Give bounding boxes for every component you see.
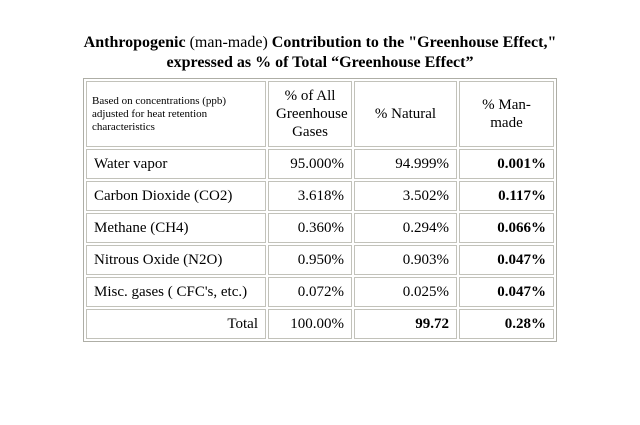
pct-manmade-cell: 0.001% [459,149,554,179]
gas-name-cell: Water vapor [86,149,266,179]
title-segment-regular: (man-made) [189,34,268,51]
pct-natural-cell: 0.294% [354,213,457,243]
table-header-row: Based on concentrations (ppb) adjusted f… [86,81,554,147]
pct-all-cell: 3.618% [268,181,352,211]
pct-manmade-cell: 0.047% [459,245,554,275]
total-pct-natural-cell: 99.72 [354,309,457,339]
gas-name-cell: Carbon Dioxide (CO2) [86,181,266,211]
total-pct-all-cell: 100.00% [268,309,352,339]
table-row-methane: Methane (CH4) 0.360% 0.294% 0.066% [86,213,554,243]
pct-all-cell: 0.950% [268,245,352,275]
pct-manmade-cell: 0.066% [459,213,554,243]
header-cell-description: Based on concentrations (ppb) adjusted f… [86,81,266,147]
pct-natural-cell: 94.999% [354,149,457,179]
gas-name-cell: Methane (CH4) [86,213,266,243]
total-pct-manmade-cell: 0.28% [459,309,554,339]
table-row-total: Total 100.00% 99.72 0.28% [86,309,554,339]
pct-natural-cell: 3.502% [354,181,457,211]
total-label-cell: Total [86,309,266,339]
title-segment-bold-1: Anthropogenic [83,34,190,51]
table-row-water-vapor: Water vapor 95.000% 94.999% 0.001% [86,149,554,179]
header-cell-pct-manmade: % Man-made [459,81,554,147]
table-row-carbon-dioxide: Carbon Dioxide (CO2) 3.618% 3.502% 0.117… [86,181,554,211]
pct-manmade-cell: 0.047% [459,277,554,307]
header-cell-pct-all: % of All Greenhouse Gases [268,81,352,147]
header-cell-pct-natural: % Natural [354,81,457,147]
title-segment-bold-2: Contribution to the "Greenhouse Effect,"… [166,34,557,71]
greenhouse-contribution-table: Based on concentrations (ppb) adjusted f… [83,78,557,342]
gas-name-cell: Misc. gases ( CFC's, etc.) [86,277,266,307]
pct-all-cell: 0.072% [268,277,352,307]
table-row-misc-gases: Misc. gases ( CFC's, etc.) 0.072% 0.025%… [86,277,554,307]
pct-all-cell: 0.360% [268,213,352,243]
pct-manmade-cell: 0.117% [459,181,554,211]
page-title: Anthropogenic (man-made) Contribution to… [80,33,560,73]
gas-name-cell: Nitrous Oxide (N2O) [86,245,266,275]
pct-all-cell: 95.000% [268,149,352,179]
pct-natural-cell: 0.903% [354,245,457,275]
table-row-nitrous-oxide: Nitrous Oxide (N2O) 0.950% 0.903% 0.047% [86,245,554,275]
pct-natural-cell: 0.025% [354,277,457,307]
